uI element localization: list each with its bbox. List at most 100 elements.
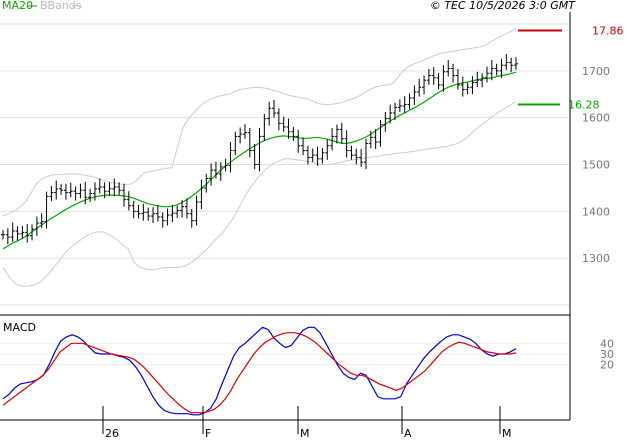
x-tick-label: 26: [105, 427, 119, 440]
ohlc-bar: [455, 68, 460, 90]
ohlc-bar: [272, 99, 277, 118]
price-tick-label: 1600: [582, 112, 610, 125]
macd-line: [2, 326, 517, 416]
price-tick-label: 1500: [582, 159, 610, 172]
ohlc-bar: [141, 203, 146, 221]
ohlc-bar: [296, 129, 301, 153]
ohlc-bar: [514, 57, 518, 70]
ohlc-bar: [194, 195, 199, 226]
ohlc-bar: [160, 212, 165, 228]
ohlc-bar: [151, 207, 156, 224]
price-panel: [0, 12, 570, 314]
ohlc-bar: [402, 96, 407, 113]
ohlc-bar: [63, 183, 68, 200]
ohlc-bars: [1, 53, 518, 245]
macd-signal-line: [2, 332, 517, 414]
ohlc-bar: [281, 116, 286, 132]
ohlc-bar: [54, 180, 59, 200]
ohlc-bar: [112, 178, 117, 196]
bband-lower: [2, 101, 517, 287]
macd-lines: [2, 326, 517, 416]
ohlc-bar: [238, 127, 243, 144]
ohlc-bar: [180, 200, 185, 218]
ohlc-bar: [407, 93, 412, 110]
ohlc-bar: [34, 216, 39, 237]
ohlc-bar: [39, 213, 44, 228]
ohlc-bar: [267, 101, 272, 126]
legend-bbands: BBands: [40, 0, 82, 12]
ohlc-bar: [339, 122, 344, 144]
ohlc-bar: [446, 60, 451, 77]
ohlc-bar: [121, 183, 126, 207]
ohlc-bar: [368, 130, 373, 149]
ohlc-bar: [330, 127, 335, 151]
ohlc-bar: [397, 99, 402, 113]
ohlc-bar: [480, 73, 485, 88]
ohlc-bar: [325, 139, 330, 160]
x-axis: 26 F M A M: [102, 406, 512, 440]
ohlc-bar: [155, 205, 160, 222]
ohlc-bar: [233, 131, 238, 156]
macd-grid: [0, 342, 570, 366]
ohlc-bar: [78, 183, 83, 199]
copyright-text: © TEC 10/5/2026 3:0 GMT: [430, 0, 576, 12]
price-tick-label: 1300: [582, 252, 610, 265]
ohlc-bar: [107, 182, 112, 196]
ohlc-bar: [117, 182, 122, 195]
macd-tick-label: 40: [600, 337, 614, 350]
ohlc-bar: [489, 60, 494, 81]
ohlc-bar: [49, 186, 54, 202]
ohlc-bar: [465, 82, 470, 95]
ohlc-bar: [460, 76, 465, 97]
ohlc-bar: [126, 191, 131, 211]
ohlc-bar: [475, 71, 480, 88]
ohlc-bar: [320, 148, 325, 164]
ohlc-bar: [10, 222, 15, 242]
ohlc-bar: [131, 201, 136, 219]
ohlc-bar: [223, 158, 228, 172]
ohlc-bar: [68, 182, 73, 198]
ohlc-bar: [189, 208, 194, 228]
bollinger-bands: [2, 28, 517, 287]
ohlc-bar: [170, 204, 175, 223]
ohlc-bar: [354, 148, 359, 165]
ohlc-bar: [484, 66, 489, 83]
price-axis: 1300 1400 1500 1600 1700: [582, 65, 610, 265]
ohlc-bar: [242, 124, 247, 139]
legend: MA20 BBands: [2, 0, 82, 12]
ohlc-bar: [417, 78, 422, 97]
ohlc-bar: [291, 127, 296, 142]
ohlc-bar: [88, 188, 93, 202]
x-tick-label: M: [300, 427, 310, 440]
ohlc-bar: [436, 73, 441, 90]
ohlc-bar: [228, 142, 233, 173]
ohlc-bar: [388, 104, 393, 124]
ohlc-bar: [383, 112, 388, 132]
ohlc-bar: [426, 68, 431, 85]
ohlc-bar: [204, 173, 209, 193]
ohlc-bar: [286, 118, 291, 139]
ohlc-bar: [349, 145, 354, 160]
price-tick-label: 1400: [582, 205, 610, 218]
ohlc-bar: [412, 85, 417, 106]
macd-label: MACD: [3, 321, 36, 334]
ohlc-bar: [257, 127, 262, 172]
price-tick-label: 1700: [582, 65, 610, 78]
ohlc-bar: [344, 130, 349, 158]
ohlc-bar: [175, 205, 180, 218]
ohlc-bar: [305, 145, 310, 165]
macd-tick-label: 30: [600, 348, 614, 361]
macd-tick-label: 20: [600, 359, 614, 372]
ohlc-bar: [441, 65, 446, 92]
legend-ma20: MA20: [2, 0, 33, 12]
price-grid: [0, 23, 570, 306]
ohlc-bar: [504, 53, 509, 70]
annotation-label: 16.28: [568, 99, 600, 112]
ohlc-bar: [209, 163, 214, 186]
ohlc-bar: [44, 191, 49, 229]
ohlc-bar: [165, 208, 170, 226]
annotation-label: 17.86: [592, 25, 624, 38]
ohlc-bar: [373, 128, 378, 150]
